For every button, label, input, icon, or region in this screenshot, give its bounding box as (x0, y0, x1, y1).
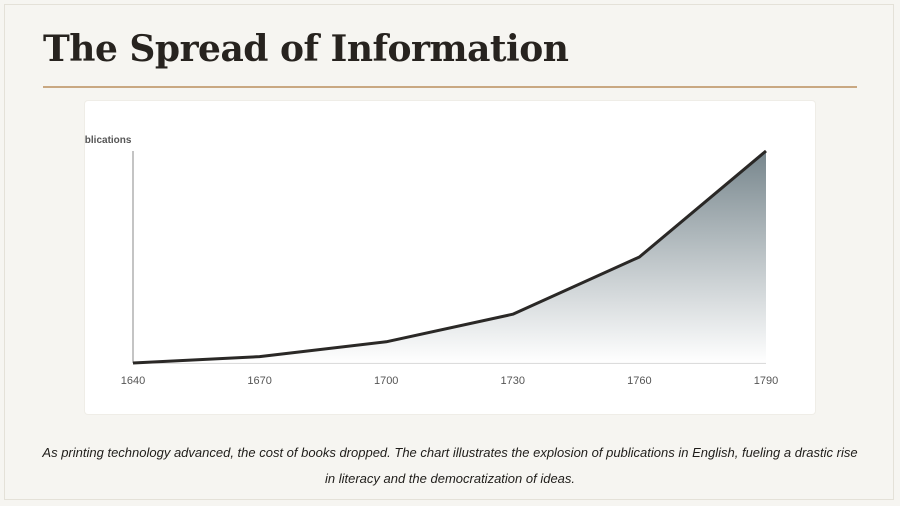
y-axis-label: Publications (85, 135, 132, 146)
x-tick-labels: 1640 1670 1700 1730 1760 1790 (121, 375, 778, 387)
chart-card: Publications 1640 1670 1700 1730 1760 1790 (85, 101, 815, 414)
slide-frame (4, 4, 894, 500)
title-divider (43, 86, 857, 88)
publications-area-chart: Publications 1640 1670 1700 1730 1760 1790 (85, 135, 778, 387)
x-tick-label: 1640 (121, 375, 145, 387)
page-title: The Spread of Information (43, 28, 569, 70)
x-tick-label: 1730 (501, 375, 525, 387)
chart-caption: As printing technology advanced, the cos… (42, 445, 858, 486)
series-area-fill (133, 151, 766, 363)
x-tick-label: 1700 (374, 375, 398, 387)
x-tick-label: 1670 (247, 375, 271, 387)
x-tick-label: 1790 (754, 375, 778, 387)
series-line (132, 149, 767, 365)
x-tick-label: 1760 (627, 375, 651, 387)
